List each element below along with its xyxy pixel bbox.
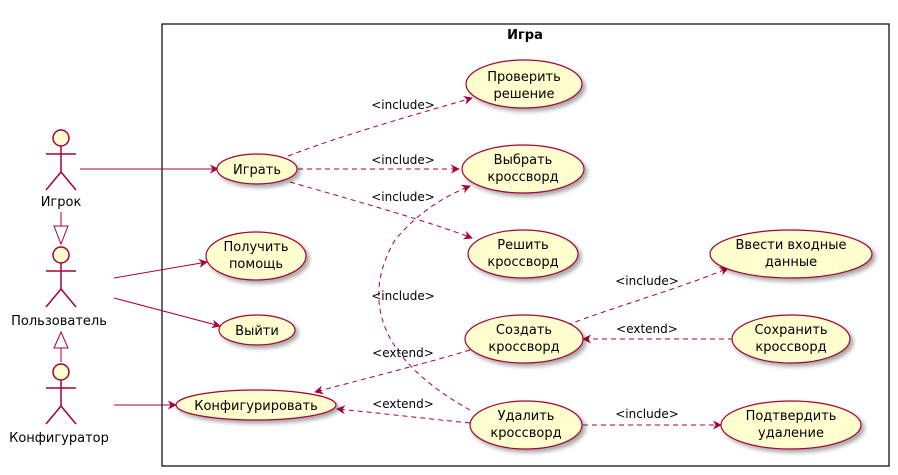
usecase-create[interactable]: Создать кроссворд xyxy=(464,314,584,364)
generalizations xyxy=(53,212,69,362)
usecase-confirm-line-1: Подтвердить xyxy=(746,409,837,424)
usecase-save-line-1: Сохранить xyxy=(754,323,827,338)
label-play-check: <include> xyxy=(371,98,435,112)
usecase-play-line-1: Играть xyxy=(233,163,281,178)
usecase-choose-line-1: Выбрать xyxy=(494,153,553,168)
usecase-delete-line-1: Удалить xyxy=(498,409,555,424)
usecase-input[interactable]: Ввести входные данные xyxy=(709,229,873,279)
usecase-help-line-1: Получить xyxy=(223,240,288,255)
label-create-configure: <extend> xyxy=(372,346,434,360)
usecase-help[interactable]: Получить помощь xyxy=(205,231,307,281)
frame-title: Игра xyxy=(507,28,543,43)
usecase-check-line-1: Проверить xyxy=(487,70,561,85)
usecase-create-line-2: кроссворд xyxy=(488,340,559,355)
usecase-configure[interactable]: Конфигурировать xyxy=(175,389,337,421)
usecase-solve[interactable]: Решить кроссворд xyxy=(467,229,579,279)
edges xyxy=(80,95,733,430)
label-delete-confirm: <include> xyxy=(615,407,679,421)
usecase-create-line-1: Создать xyxy=(496,323,552,338)
usecase-help-line-2: помощь xyxy=(229,257,283,272)
usecase-choose[interactable]: Выбрать кроссворд xyxy=(461,144,585,194)
usecase-input-line-2: данные xyxy=(765,255,817,270)
generalization-arrow-configurator xyxy=(53,330,69,349)
edge-create-input xyxy=(566,267,729,326)
usecase-check[interactable]: Проверить решение xyxy=(465,59,583,109)
label-delete-configure: <extend> xyxy=(372,397,434,411)
usecase-choose-line-2: кроссворд xyxy=(487,170,558,185)
usecase-check-line-2: решение xyxy=(493,87,554,102)
label-create-input: <include> xyxy=(615,274,679,288)
usecase-delete[interactable]: Удалить кроссворд xyxy=(469,400,583,450)
usecase-exit[interactable]: Выйти xyxy=(218,314,296,346)
usecase-configure-line-1: Конфигурировать xyxy=(194,399,318,414)
actor-configurator[interactable]: Конфигуратор xyxy=(9,363,109,446)
label-play-choose: <include> xyxy=(371,153,435,167)
actor-player-label: Игрок xyxy=(41,195,82,210)
edge-play-check xyxy=(287,95,473,157)
edge-create-configure xyxy=(314,349,471,395)
edge-labels: <include> <include> <include> <include> … xyxy=(371,98,679,421)
usecase-solve-line-2: кроссворд xyxy=(487,255,558,270)
usecase-confirm-line-2: удаление xyxy=(758,426,824,441)
edge-delete-choose xyxy=(378,184,471,411)
usecase-exit-line-1: Выйти xyxy=(235,324,279,339)
label-delete-choose: <include> xyxy=(371,289,435,303)
usecase-save-line-2: кроссворд xyxy=(755,340,826,355)
usecase-save[interactable]: Сохранить кроссворд xyxy=(731,314,851,364)
label-save-create: <extend> xyxy=(616,322,678,336)
actor-player[interactable]: Игрок xyxy=(41,129,82,210)
edge-user-exit xyxy=(113,297,221,329)
edge-user-help xyxy=(113,258,208,279)
actor-user[interactable]: Пользователь xyxy=(11,246,107,329)
actor-configurator-label: Конфигуратор xyxy=(9,431,109,446)
edge-delete-configure xyxy=(336,405,471,424)
actor-user-label: Пользователь xyxy=(11,314,107,329)
generalization-arrow-player xyxy=(53,225,69,246)
usecase-confirm[interactable]: Подтвердить удаление xyxy=(720,400,862,450)
edge-play-solve xyxy=(289,181,473,240)
usecase-delete-line-2: кроссворд xyxy=(490,426,561,441)
usecase-input-line-1: Ввести входные xyxy=(736,238,847,253)
usecases: Проверить решение Играть Выбрать кроссво… xyxy=(175,59,873,450)
usecase-play[interactable]: Играть xyxy=(216,153,298,185)
usecase-solve-line-1: Решить xyxy=(497,238,548,253)
label-play-solve: <include> xyxy=(371,190,435,204)
